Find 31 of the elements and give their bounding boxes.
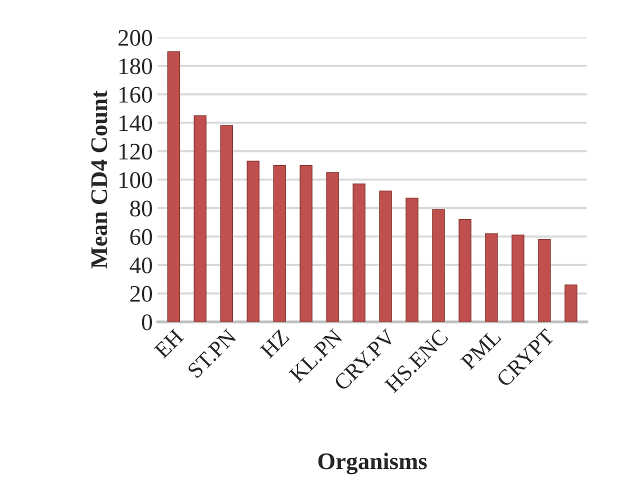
bar: [564, 284, 578, 322]
y-tick-label: 100: [120, 172, 152, 188]
bar: [379, 190, 392, 322]
bar: [538, 238, 551, 322]
bar: [458, 219, 472, 322]
x-tick-label: EH: [154, 328, 184, 359]
bar: [512, 234, 524, 322]
bar: [246, 160, 260, 322]
y-tick-label: 20: [130, 286, 152, 302]
y-axis-title: Mean CD4 Count: [91, 90, 108, 268]
bar: [326, 172, 339, 322]
bar: [406, 198, 418, 322]
bar: [352, 183, 366, 322]
y-tick-label: 120: [120, 144, 152, 160]
y-tick-label: 140: [120, 115, 152, 132]
y-tick-label: 180: [120, 58, 152, 74]
x-axis-title: Organisms: [318, 452, 427, 474]
bar: [432, 209, 445, 322]
bar: [485, 233, 498, 322]
x-tick-label: HZ: [260, 328, 290, 359]
y-tick-label: 60: [130, 229, 152, 245]
y-tick-label: 200: [118, 30, 152, 46]
y-tick-label: 40: [130, 257, 152, 274]
y-tick-label: 80: [130, 200, 152, 217]
bar: [273, 165, 286, 322]
y-tick-label: 160: [120, 86, 152, 103]
bar: [220, 125, 233, 322]
bar: [194, 115, 207, 322]
bar: [167, 51, 180, 322]
bar: [300, 165, 312, 322]
y-tick-label: 0: [142, 314, 152, 330]
